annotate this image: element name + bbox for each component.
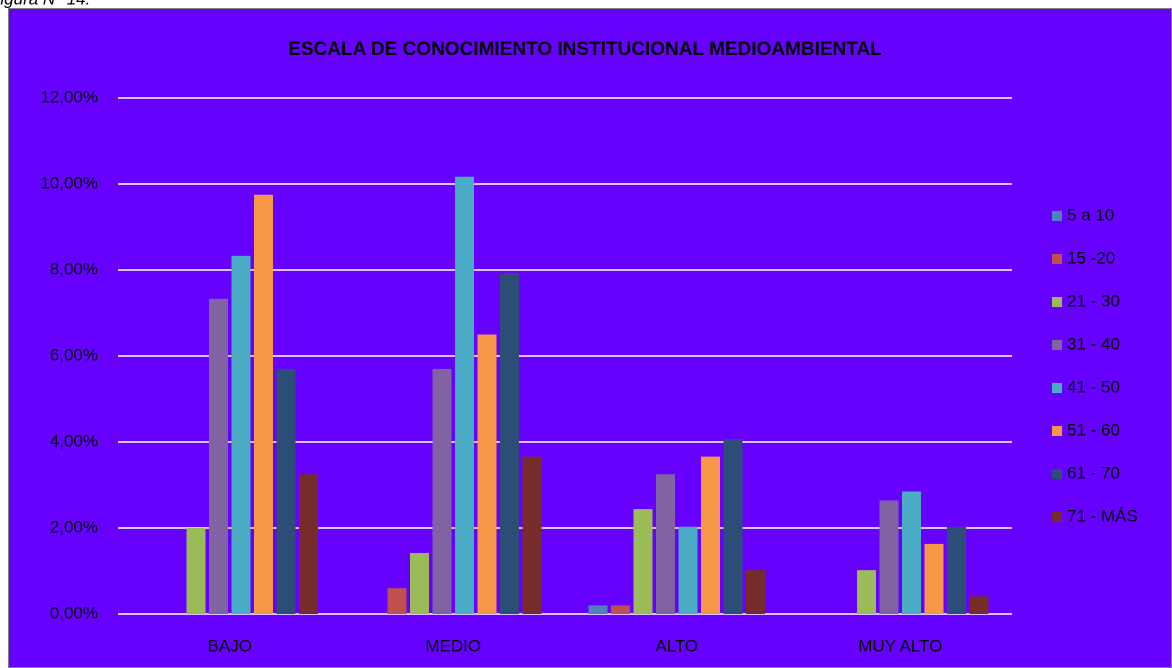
bar (678, 526, 698, 614)
legend-label: 61 - 70 (1067, 463, 1120, 482)
bar (924, 543, 944, 614)
bar (186, 528, 206, 614)
legend-swatch (1052, 426, 1062, 436)
legend-label: 15 -20 (1067, 248, 1115, 267)
y-tick-label: 12,00% (40, 87, 98, 106)
bar (701, 456, 720, 614)
bar (588, 605, 608, 614)
legend-swatch (1052, 211, 1062, 221)
bar (455, 176, 474, 614)
y-tick-label: 4,00% (50, 431, 98, 450)
bar (500, 273, 519, 614)
bar (387, 588, 407, 614)
x-tick-label: MEDIO (425, 636, 481, 655)
legend-swatch (1052, 469, 1062, 479)
y-tick-label: 10,00% (40, 173, 98, 192)
bar (969, 596, 989, 614)
legend-label: 51 - 60 (1067, 420, 1120, 439)
legend-label: 31 - 40 (1067, 334, 1120, 353)
y-tick-label: 6,00% (50, 345, 98, 364)
bar (432, 368, 452, 614)
bar (209, 298, 228, 614)
bar (902, 491, 921, 614)
legend-swatch (1052, 383, 1062, 393)
legend-label: 5 a 10 (1067, 205, 1114, 224)
bar (879, 500, 899, 614)
bar (477, 334, 497, 614)
y-tick-label: 2,00% (50, 517, 98, 536)
legend-label: 41 - 50 (1067, 377, 1120, 396)
caption: Figura N° 14. (0, 0, 90, 8)
bar (522, 456, 542, 614)
bar (656, 474, 675, 614)
bar (746, 570, 765, 614)
legend-swatch (1052, 254, 1062, 264)
bar (723, 438, 743, 614)
bar (276, 368, 296, 614)
bar (633, 509, 653, 614)
x-tick-label: BAJO (208, 636, 252, 655)
bar (611, 605, 630, 614)
legend-label: 21 - 30 (1067, 291, 1120, 310)
chart-title: ESCALA DE CONOCIMIENTO INSTITUCIONAL MED… (288, 39, 882, 60)
bar (231, 255, 251, 614)
bar (410, 552, 429, 614)
legend-swatch (1052, 297, 1062, 307)
legend-label: 71 - MÁS (1067, 506, 1138, 525)
y-tick-label: 0,00% (50, 603, 98, 622)
x-tick-label: ALTO (655, 636, 698, 655)
legend-swatch (1052, 512, 1062, 522)
x-tick-label: MUY ALTO (858, 636, 942, 655)
bar (947, 526, 966, 614)
chart-area (8, 8, 1172, 668)
y-tick-label: 8,00% (50, 259, 98, 278)
bar (254, 194, 273, 614)
legend-swatch (1052, 340, 1062, 350)
bar (857, 570, 876, 614)
bar (299, 474, 318, 614)
